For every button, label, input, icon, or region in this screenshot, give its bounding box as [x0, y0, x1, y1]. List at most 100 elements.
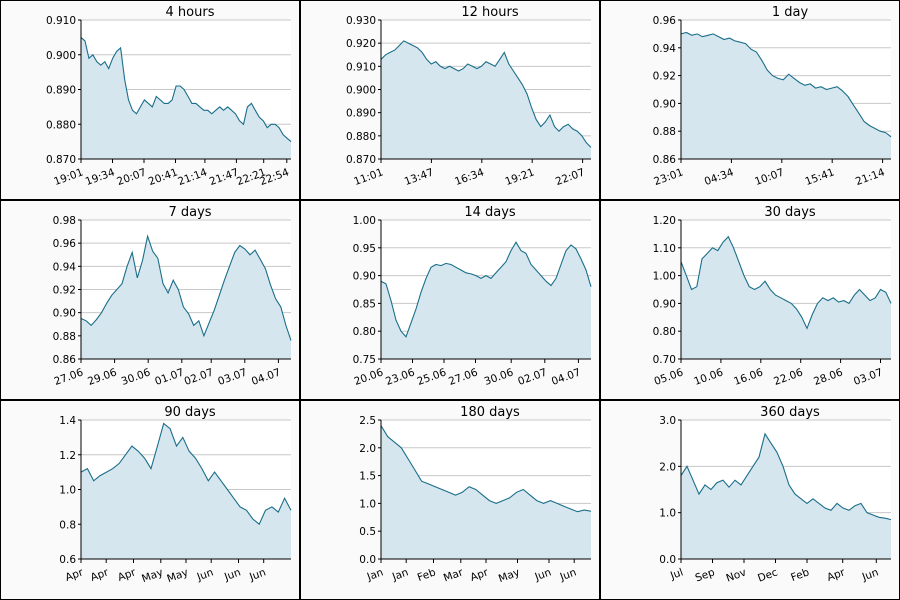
x-tick-label: 04:34 [703, 166, 736, 188]
x-tick-label: 10:07 [753, 166, 786, 188]
y-tick-label: 0.85 [353, 298, 376, 310]
x-tick-label: 30.06 [483, 366, 516, 388]
y-tick-label: 1.0 [59, 485, 76, 497]
chart-panel: 7 days 0.86 0.88 0.90 0.92 0.94 0.96 0.98 27.06 2… [0, 200, 300, 400]
x-tick-label: Nov [725, 566, 748, 584]
chart-title: 30 days [764, 205, 816, 220]
chart-svg: 4 hours 0.870 0.880 0.890 0.900 0.910 19:0119:… [46, 5, 292, 188]
series-line [680, 235, 892, 330]
y-tick-label: 1.4 [59, 415, 76, 427]
chart-panel: 180 days 0.0 0.5 1.0 1.5 2.0 2.5 Jan Jan Feb Mar Ap… [300, 400, 600, 600]
y-tick-label: 0.90 [353, 271, 376, 283]
x-tick-label: 01.07 [153, 366, 185, 388]
x-tick-label: 03.07 [216, 366, 248, 388]
chart-svg: 30 days 0.70 0.80 0.90 1.00 1.10 1.20 05.06 10.0… [653, 205, 892, 388]
x-tick-label: May [140, 566, 165, 585]
x-tick-label: 20:07 [115, 166, 148, 188]
x-tick-label: Dec [756, 566, 779, 584]
chart-title: 180 days [460, 405, 520, 420]
x-tick-label: May [165, 566, 190, 585]
y-tick-label: 0.80 [353, 326, 376, 338]
series-line [80, 36, 292, 143]
series-area [681, 236, 891, 359]
y-tick-label: 0.920 [346, 38, 376, 50]
y-tick-label: 0.88 [53, 331, 76, 343]
y-tick-label: 0.86 [53, 354, 77, 366]
x-tick-label: 21:14 [176, 166, 209, 188]
y-tick-label: 0.94 [53, 261, 77, 273]
x-tick-label: Apr [825, 566, 847, 584]
chart-svg: 180 days 0.0 0.5 1.0 1.5 2.0 2.5 Jan Jan Feb Mar Ap… [359, 405, 592, 585]
series-line [80, 422, 292, 526]
y-tick-label: 1.10 [653, 243, 676, 255]
x-tick-label: 03.07 [852, 366, 884, 388]
y-tick-label: 0.70 [653, 354, 676, 366]
y-tick-label: 0.92 [653, 71, 676, 83]
series-line [380, 425, 592, 513]
y-tick-label: 0.0 [359, 554, 376, 566]
x-tick-label: Mar [442, 566, 465, 584]
x-tick-label: 16.06 [732, 366, 765, 388]
x-tick-label: Jun [195, 566, 215, 583]
series-area [81, 423, 291, 559]
chart-title: 1 day [772, 5, 809, 20]
x-tick-label: Jun [558, 566, 578, 583]
series-area [81, 236, 291, 359]
y-tick-label: 1.00 [653, 271, 676, 283]
x-tick-label: 29.06 [86, 366, 119, 388]
x-tick-label: 04.07 [550, 366, 582, 388]
y-tick-label: 0.880 [346, 131, 376, 143]
y-tick-label: 0.98 [53, 215, 76, 227]
y-tick-label: 0.80 [653, 326, 676, 338]
y-tick-label: 2.0 [659, 461, 676, 473]
y-tick-label: 1.0 [359, 498, 376, 510]
x-tick-label: Jan [365, 566, 385, 583]
x-tick-label: 10.06 [692, 366, 725, 388]
series-line [380, 40, 592, 148]
x-tick-label: 19:01 [52, 166, 85, 188]
series-area [681, 32, 891, 159]
y-tick-label: 0.88 [653, 126, 676, 138]
x-tick-label: 22.06 [772, 366, 805, 388]
chart-panel: 1 day 0.86 0.88 0.90 0.92 0.94 0.96 23:01 04:34 1… [600, 0, 900, 200]
chart-svg: 360 days 0.0 1.0 2.0 3.0 Jul Sep Nov Dec Feb Apr Ju… [659, 405, 892, 585]
y-tick-label: 0.870 [46, 154, 76, 166]
y-tick-label: 0.5 [359, 526, 376, 538]
y-tick-label: 0.86 [653, 154, 677, 166]
x-tick-label: May [497, 566, 522, 585]
x-tick-label: 30.06 [120, 366, 153, 388]
y-tick-label: 2.0 [359, 443, 376, 455]
y-tick-label: 0.930 [346, 15, 376, 27]
x-tick-label: Jul [668, 566, 685, 582]
y-tick-label: 0.910 [46, 15, 76, 27]
x-tick-label: 27.06 [53, 366, 86, 388]
y-tick-label: 1.0 [659, 508, 676, 520]
chart-panel: 12 hours 0.870 0.880 0.890 0.900 0.910 0.920 0.… [300, 0, 600, 200]
y-tick-label: 0.75 [353, 354, 376, 366]
series-area [81, 37, 291, 159]
y-tick-label: 1.2 [59, 450, 76, 462]
y-tick-label: 0.900 [46, 50, 76, 62]
y-tick-label: 1.5 [359, 471, 376, 483]
series-area [381, 242, 591, 359]
x-tick-label: Apr [469, 566, 491, 584]
series-line [380, 241, 592, 338]
x-tick-label: 05.06 [653, 366, 686, 388]
chart-title: 12 hours [461, 5, 518, 20]
x-tick-label: 19:21 [504, 166, 537, 188]
y-tick-label: 0.890 [46, 85, 76, 97]
y-tick-label: 0.90 [653, 98, 676, 110]
y-tick-label: 0.8 [59, 519, 76, 531]
y-tick-label: 1.00 [353, 215, 376, 227]
x-tick-label: 04.07 [250, 366, 282, 388]
y-tick-label: 2.5 [359, 415, 376, 427]
x-tick-label: Feb [789, 566, 811, 584]
series-line [680, 432, 892, 521]
x-tick-label: Jun [222, 566, 242, 583]
x-tick-label: Sep [694, 566, 717, 584]
x-tick-label: 11:01 [352, 166, 385, 188]
series-line [80, 234, 292, 341]
x-tick-label: Apr [89, 566, 111, 584]
